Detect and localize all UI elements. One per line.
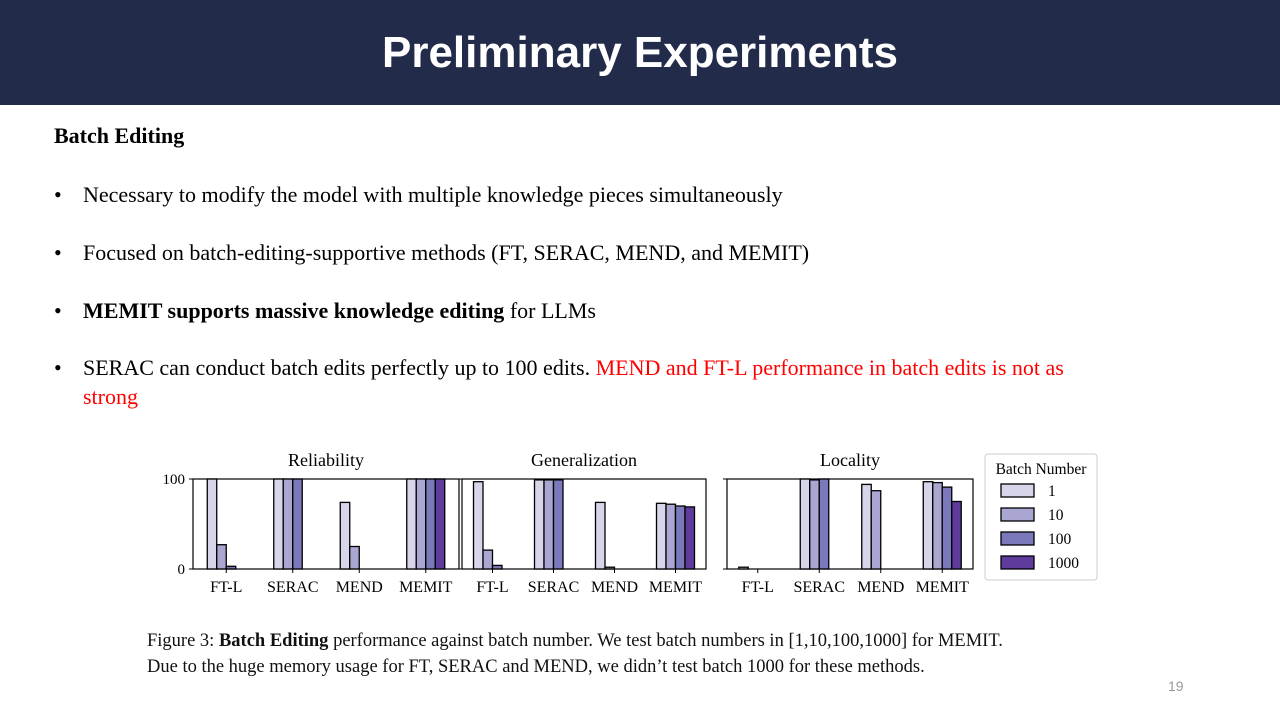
bar-1000	[434, 478, 446, 570]
bar-100	[674, 505, 686, 570]
x-tick-label: MEMIT	[649, 579, 703, 596]
page-number: 19	[1168, 678, 1184, 694]
bullet-dot: •	[54, 355, 62, 380]
bullet-3: • MEMIT supports massive knowledge editin…	[54, 298, 596, 323]
x-tick-label: MEND	[591, 579, 638, 596]
legend-swatch	[1000, 483, 1035, 498]
plot-frame	[726, 478, 974, 570]
bar-10	[604, 566, 616, 570]
plot-frame	[192, 478, 460, 570]
bullet-4: • SERAC can conduct batch edits perfectly…	[54, 355, 1064, 409]
bullet-dot: •	[54, 182, 62, 207]
bar-1	[206, 478, 218, 570]
bar-10	[665, 503, 677, 570]
legend-title: Batch Number	[996, 461, 1088, 478]
bar-1000	[951, 500, 962, 570]
x-tick-label: MEND	[857, 579, 904, 596]
bar-1	[273, 478, 284, 570]
slide-title: Preliminary Experiments	[381, 27, 898, 77]
bullet-dot: •	[54, 298, 62, 323]
bar-100	[941, 486, 953, 570]
bar-1	[799, 478, 811, 570]
figure-caption: Figure 3: Batch Editing performance agai…	[147, 631, 1003, 677]
x-tick-label: MEMIT	[399, 579, 453, 596]
bar-10	[543, 479, 555, 570]
x-tick-label: FT-L	[742, 579, 774, 596]
legend-swatch	[1000, 507, 1035, 522]
bar-10	[415, 478, 427, 570]
panel-title: Reliability	[288, 450, 364, 470]
bar-1000	[684, 506, 696, 570]
bar-1	[922, 481, 934, 570]
x-tick-label: MEMIT	[916, 579, 970, 596]
legend-swatch	[1000, 531, 1035, 546]
legend-label: 10	[1048, 507, 1064, 524]
bar-10	[932, 481, 943, 570]
y-tick-label: 0	[178, 562, 186, 578]
bullet-dot: •	[54, 240, 62, 265]
x-tick-label: SERAC	[793, 579, 845, 596]
bar-1	[861, 483, 872, 570]
bar-100	[552, 479, 564, 570]
bar-1	[339, 501, 351, 570]
bar-10	[870, 490, 882, 570]
bold-text: MEMIT supports massive knowledge editing	[83, 298, 505, 323]
bar-100	[818, 478, 830, 570]
bullet-2: • Focused on batch-editing-supportive met…	[54, 240, 810, 265]
bar-10	[216, 544, 227, 570]
x-tick-label: MEND	[336, 579, 383, 596]
bar-1	[406, 478, 417, 570]
x-tick-label: FT-L	[210, 579, 242, 596]
legend-label: 1	[1048, 483, 1056, 500]
bar-100	[292, 478, 303, 570]
plot-frame	[461, 478, 707, 570]
x-tick-label: FT-L	[476, 579, 508, 596]
x-tick-label: SERAC	[528, 579, 580, 596]
title-bar: Preliminary Experiments	[0, 0, 1280, 105]
legend-label: 100	[1048, 531, 1072, 548]
legend-label: 1000	[1048, 555, 1079, 572]
panel-title: Generalization	[531, 450, 637, 470]
bar-1	[472, 481, 484, 570]
bar-1	[655, 502, 667, 570]
bullet-1: • Necessary to modify the model with mult…	[54, 182, 783, 207]
legend-swatch	[1000, 555, 1035, 570]
bar-10	[809, 479, 820, 570]
bar-100	[491, 564, 503, 570]
bar-10	[282, 478, 294, 570]
bar-100	[225, 565, 237, 570]
bar-1	[594, 501, 606, 570]
bar-10	[482, 549, 494, 570]
y-tick-label: 100	[163, 472, 186, 488]
section-heading: Batch Editing	[54, 123, 185, 148]
bar-10	[349, 545, 360, 570]
x-tick-label: SERAC	[267, 579, 319, 596]
panel-title: Locality	[820, 450, 880, 470]
bar-1	[533, 479, 545, 570]
bar-1	[738, 566, 749, 570]
bar-100	[425, 478, 436, 570]
highlight-red: MEND and FT-L performance in batch edits…	[83, 355, 1064, 409]
